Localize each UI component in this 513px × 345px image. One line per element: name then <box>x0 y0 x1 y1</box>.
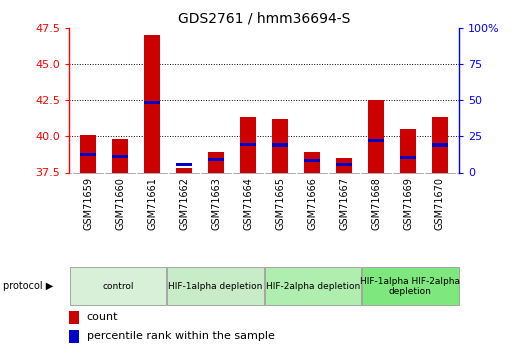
Text: GSM71663: GSM71663 <box>211 177 221 230</box>
Bar <box>400 156 416 159</box>
Bar <box>336 158 352 172</box>
Text: GSM71670: GSM71670 <box>435 177 445 230</box>
Text: GSM71661: GSM71661 <box>147 177 157 230</box>
Bar <box>112 139 128 172</box>
Text: percentile rank within the sample: percentile rank within the sample <box>87 331 274 341</box>
Bar <box>240 143 256 146</box>
Text: GSM71659: GSM71659 <box>84 177 93 230</box>
Text: GSM71662: GSM71662 <box>180 177 189 230</box>
Text: GSM71660: GSM71660 <box>115 177 125 230</box>
Bar <box>400 129 416 172</box>
Bar <box>69 330 79 343</box>
Text: GSM71666: GSM71666 <box>307 177 317 230</box>
Text: GSM71668: GSM71668 <box>371 177 381 230</box>
Text: control: control <box>102 282 134 291</box>
Text: HIF-2alpha depletion: HIF-2alpha depletion <box>266 282 360 291</box>
Text: protocol ▶: protocol ▶ <box>3 282 53 291</box>
FancyBboxPatch shape <box>167 267 264 305</box>
Bar <box>144 101 161 104</box>
Text: GSM71669: GSM71669 <box>403 177 413 230</box>
Bar <box>368 100 384 172</box>
Text: GSM71664: GSM71664 <box>243 177 253 230</box>
Bar <box>208 152 224 172</box>
Bar <box>176 168 192 172</box>
FancyBboxPatch shape <box>362 267 459 305</box>
Bar <box>81 153 96 156</box>
Bar <box>272 144 288 147</box>
Text: HIF-1alpha HIF-2alpha
depletion: HIF-1alpha HIF-2alpha depletion <box>361 277 460 296</box>
Text: count: count <box>87 312 119 322</box>
Bar <box>272 119 288 172</box>
FancyBboxPatch shape <box>265 267 361 305</box>
Text: HIF-1alpha depletion: HIF-1alpha depletion <box>168 282 263 291</box>
Bar <box>112 155 128 158</box>
Bar <box>81 135 96 172</box>
Bar <box>304 152 320 172</box>
Text: GSM71665: GSM71665 <box>275 177 285 230</box>
Bar <box>208 158 224 161</box>
Bar <box>368 139 384 142</box>
Bar <box>304 159 320 162</box>
Bar <box>432 117 448 172</box>
Bar <box>176 162 192 166</box>
Bar <box>69 311 79 324</box>
Bar <box>144 35 161 172</box>
Text: GSM71667: GSM71667 <box>339 177 349 230</box>
Title: GDS2761 / hmm36694-S: GDS2761 / hmm36694-S <box>178 11 350 25</box>
Bar <box>432 144 448 147</box>
Bar <box>240 117 256 172</box>
Bar <box>336 162 352 166</box>
FancyBboxPatch shape <box>70 267 166 305</box>
